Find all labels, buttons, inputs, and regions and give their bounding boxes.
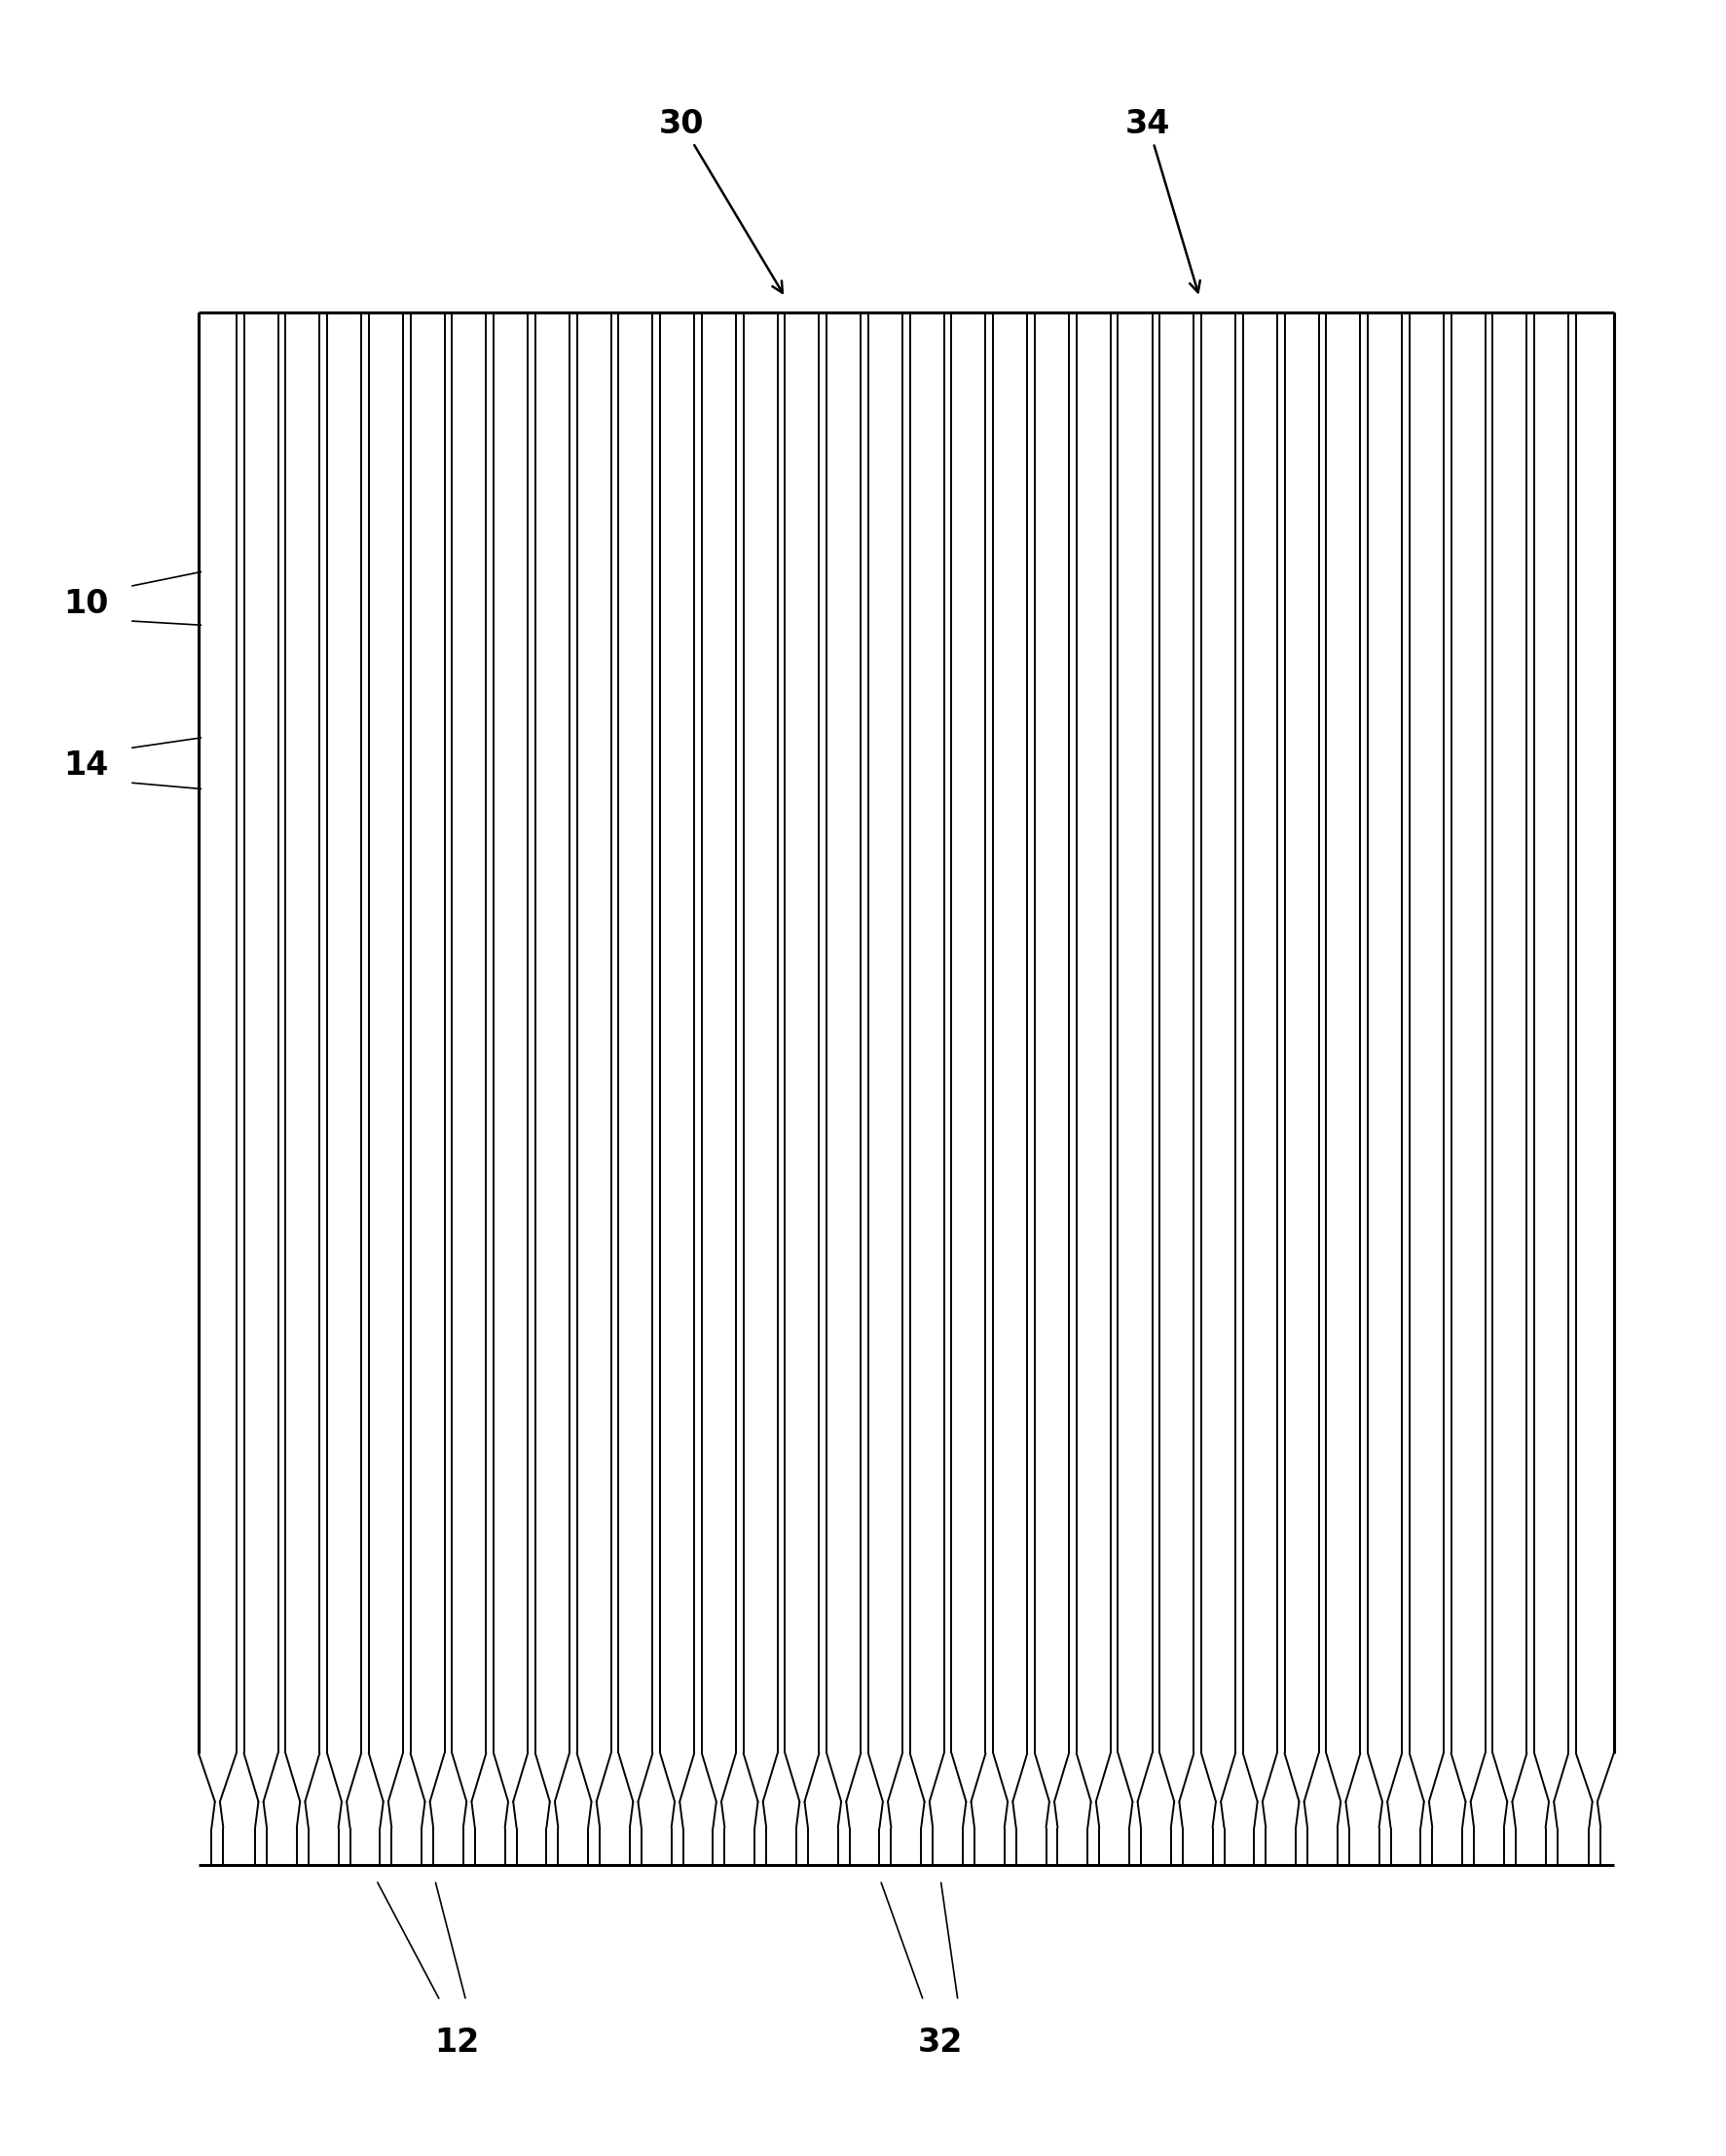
Text: 14: 14 [64,750,109,780]
Text: 10: 10 [64,589,109,619]
Text: 34: 34 [1125,108,1200,293]
Text: 12: 12 [435,2027,480,2059]
Text: 32: 32 [918,2027,963,2059]
Text: 30: 30 [659,108,782,293]
